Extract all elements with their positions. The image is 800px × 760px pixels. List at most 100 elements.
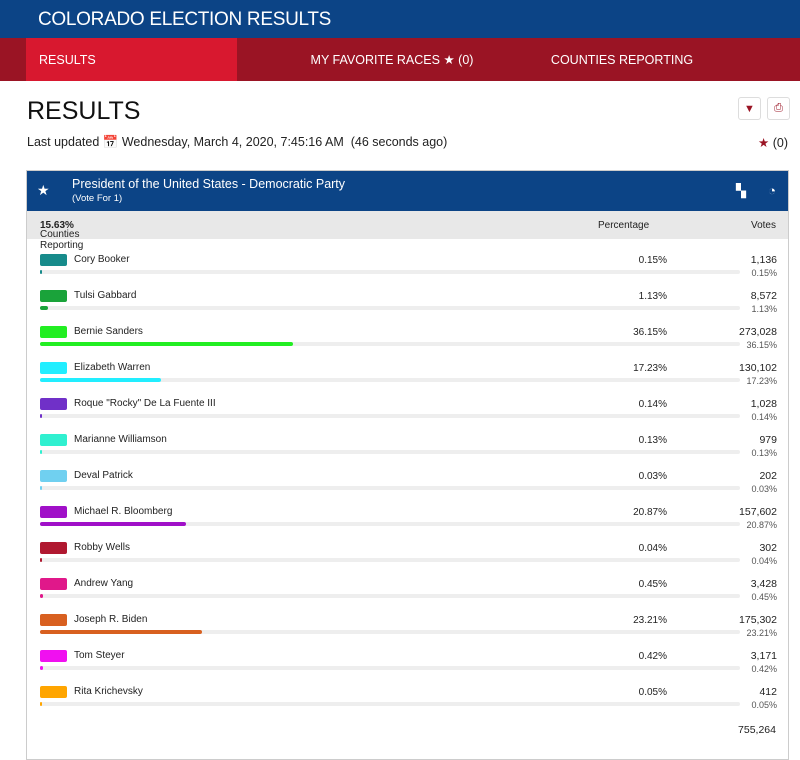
filter-button[interactable]: ▼ (738, 97, 761, 120)
vote-bar-fill (40, 342, 294, 346)
candidate-percentage: 0.04% (638, 543, 667, 554)
bar-percentage: 0.13% (751, 448, 777, 458)
bar-percentage: 0.14% (751, 412, 777, 422)
bar-percentage: 20.87% (746, 520, 777, 530)
bar-percentage: 0.42% (751, 664, 777, 674)
candidate-votes: 8,572 (750, 290, 777, 302)
candidate-name: Joseph R. Biden (74, 614, 148, 625)
counties-reporting: Counties Reporting 15.63% (40, 220, 83, 251)
candidate-color-swatch (40, 470, 67, 482)
candidate-color-swatch (40, 578, 67, 590)
candidate-color-swatch (40, 362, 67, 374)
updated-label: Last updated (27, 135, 100, 149)
candidate-votes: 3,171 (750, 650, 777, 662)
candidate-row: Robby Wells 0.04% 302 0.04% (40, 542, 777, 578)
candidate-row: Andrew Yang 0.45% 3,428 0.45% (40, 578, 777, 614)
race-panel: ★ President of the United States - Democ… (26, 170, 789, 760)
vote-bar-track (40, 630, 740, 634)
page-title: RESULTS (27, 97, 141, 125)
tab-favorites-label: MY FAVORITE RACES (310, 52, 440, 67)
candidate-name: Tulsi Gabbard (74, 290, 137, 301)
updated-value: Wednesday, March 4, 2020, 7:45:16 AM (121, 135, 344, 149)
candidate-percentage: 0.42% (638, 651, 667, 662)
vote-bar-track (40, 522, 740, 526)
candidate-percentage: 23.21% (633, 615, 667, 626)
candidate-name: Roque "Rocky" De La Fuente III (74, 398, 216, 409)
candidate-row: Joseph R. Biden 23.21% 175,302 23.21% (40, 614, 777, 650)
candidate-color-swatch (40, 686, 67, 698)
candidate-percentage: 1.13% (638, 291, 667, 302)
vote-bar-track (40, 414, 740, 418)
bar-percentage: 23.21% (746, 628, 777, 638)
vote-bar-track (40, 486, 740, 490)
candidate-color-swatch (40, 506, 67, 518)
race-header: ★ President of the United States - Democ… (27, 171, 788, 211)
star-icon: ★ (443, 53, 455, 67)
candidate-row: Tulsi Gabbard 1.13% 8,572 1.13% (40, 290, 777, 326)
candidate-percentage: 0.45% (638, 579, 667, 590)
tab-favorite-races[interactable]: MY FAVORITE RACES ★ (0) (237, 38, 547, 81)
pie-chart-icon[interactable]: ◔ (768, 183, 776, 198)
vote-bar-track (40, 558, 740, 562)
candidate-row: Bernie Sanders 36.15% 273,028 36.15% (40, 326, 777, 362)
bar-percentage: 0.45% (751, 592, 777, 602)
candidate-votes: 202 (759, 470, 777, 482)
candidate-votes: 412 (759, 686, 777, 698)
star-icon: ★ (758, 136, 770, 150)
tab-counties-reporting[interactable]: COUNTIES REPORTING (547, 38, 697, 81)
candidate-name: Marianne Williamson (74, 434, 167, 445)
app-title: COLORADO ELECTION RESULTS (0, 0, 800, 38)
candidate-name: Tom Steyer (74, 650, 125, 661)
candidate-votes: 1,028 (750, 398, 777, 410)
candidate-row: Cory Booker 0.15% 1,136 0.15% (40, 254, 777, 290)
candidate-percentage: 0.15% (638, 255, 667, 266)
vote-bar-track (40, 378, 740, 382)
candidate-name: Rita Krichevsky (74, 686, 143, 697)
candidate-color-swatch (40, 542, 67, 554)
candidate-name: Andrew Yang (74, 578, 134, 589)
favorites-summary[interactable]: ★ (0) (758, 135, 788, 150)
favorite-star-icon[interactable]: ★ (37, 182, 50, 198)
bar-percentage: 0.05% (751, 700, 777, 710)
candidate-row: Tom Steyer 0.42% 3,171 0.42% (40, 650, 777, 686)
votes-header: Votes (750, 220, 776, 231)
print-button[interactable]: ⎙ (767, 97, 790, 120)
map-icon[interactable]: ▚ (736, 183, 746, 198)
candidate-color-swatch (40, 398, 67, 410)
candidate-row: Michael R. Bloomberg 20.87% 157,602 20.8… (40, 506, 777, 542)
print-icon: ⎙ (774, 102, 783, 114)
vote-bar-fill (40, 414, 43, 418)
candidate-row: Roque "Rocky" De La Fuente III 0.14% 1,0… (40, 398, 777, 434)
updated-ago: (46 seconds ago) (350, 135, 448, 149)
bar-percentage: 0.04% (751, 556, 777, 566)
calendar-icon: 📅 (102, 135, 119, 149)
vote-bar-fill (40, 666, 43, 670)
candidate-name: Deval Patrick (74, 470, 133, 481)
counties-label: Counties Reporting (40, 229, 84, 251)
bar-percentage: 36.15% (746, 340, 777, 350)
bar-percentage: 17.23% (746, 376, 777, 386)
vote-bar-fill (40, 450, 43, 454)
candidate-votes: 157,602 (739, 506, 777, 518)
vote-bar-fill (40, 630, 203, 634)
candidate-votes: 175,302 (739, 614, 777, 626)
candidate-color-swatch (40, 326, 67, 338)
bar-percentage: 1.13% (751, 304, 777, 314)
candidate-name: Robby Wells (74, 542, 130, 553)
bar-percentage: 0.15% (751, 268, 777, 278)
last-updated: Last updated 📅 Wednesday, March 4, 2020,… (27, 135, 447, 150)
candidate-color-swatch (40, 254, 67, 266)
tab-counties-label: COUNTIES REPORTING (550, 52, 694, 67)
total-votes: 755,264 (738, 724, 776, 736)
tab-results[interactable]: RESULTS (26, 38, 237, 81)
candidate-color-swatch (40, 650, 67, 662)
candidate-percentage: 0.03% (638, 471, 667, 482)
column-header: Counties Reporting 15.63% Percentage Vot… (27, 211, 788, 251)
percentage-header: Percentage (598, 220, 650, 231)
race-subtitle: (Vote For 1) (72, 193, 123, 204)
vote-bar-fill (40, 702, 43, 706)
vote-bar-fill (40, 306, 48, 310)
candidate-percentage: 36.15% (633, 327, 667, 338)
candidate-votes: 1,136 (750, 254, 777, 266)
tab-results-label: RESULTS (39, 52, 96, 67)
